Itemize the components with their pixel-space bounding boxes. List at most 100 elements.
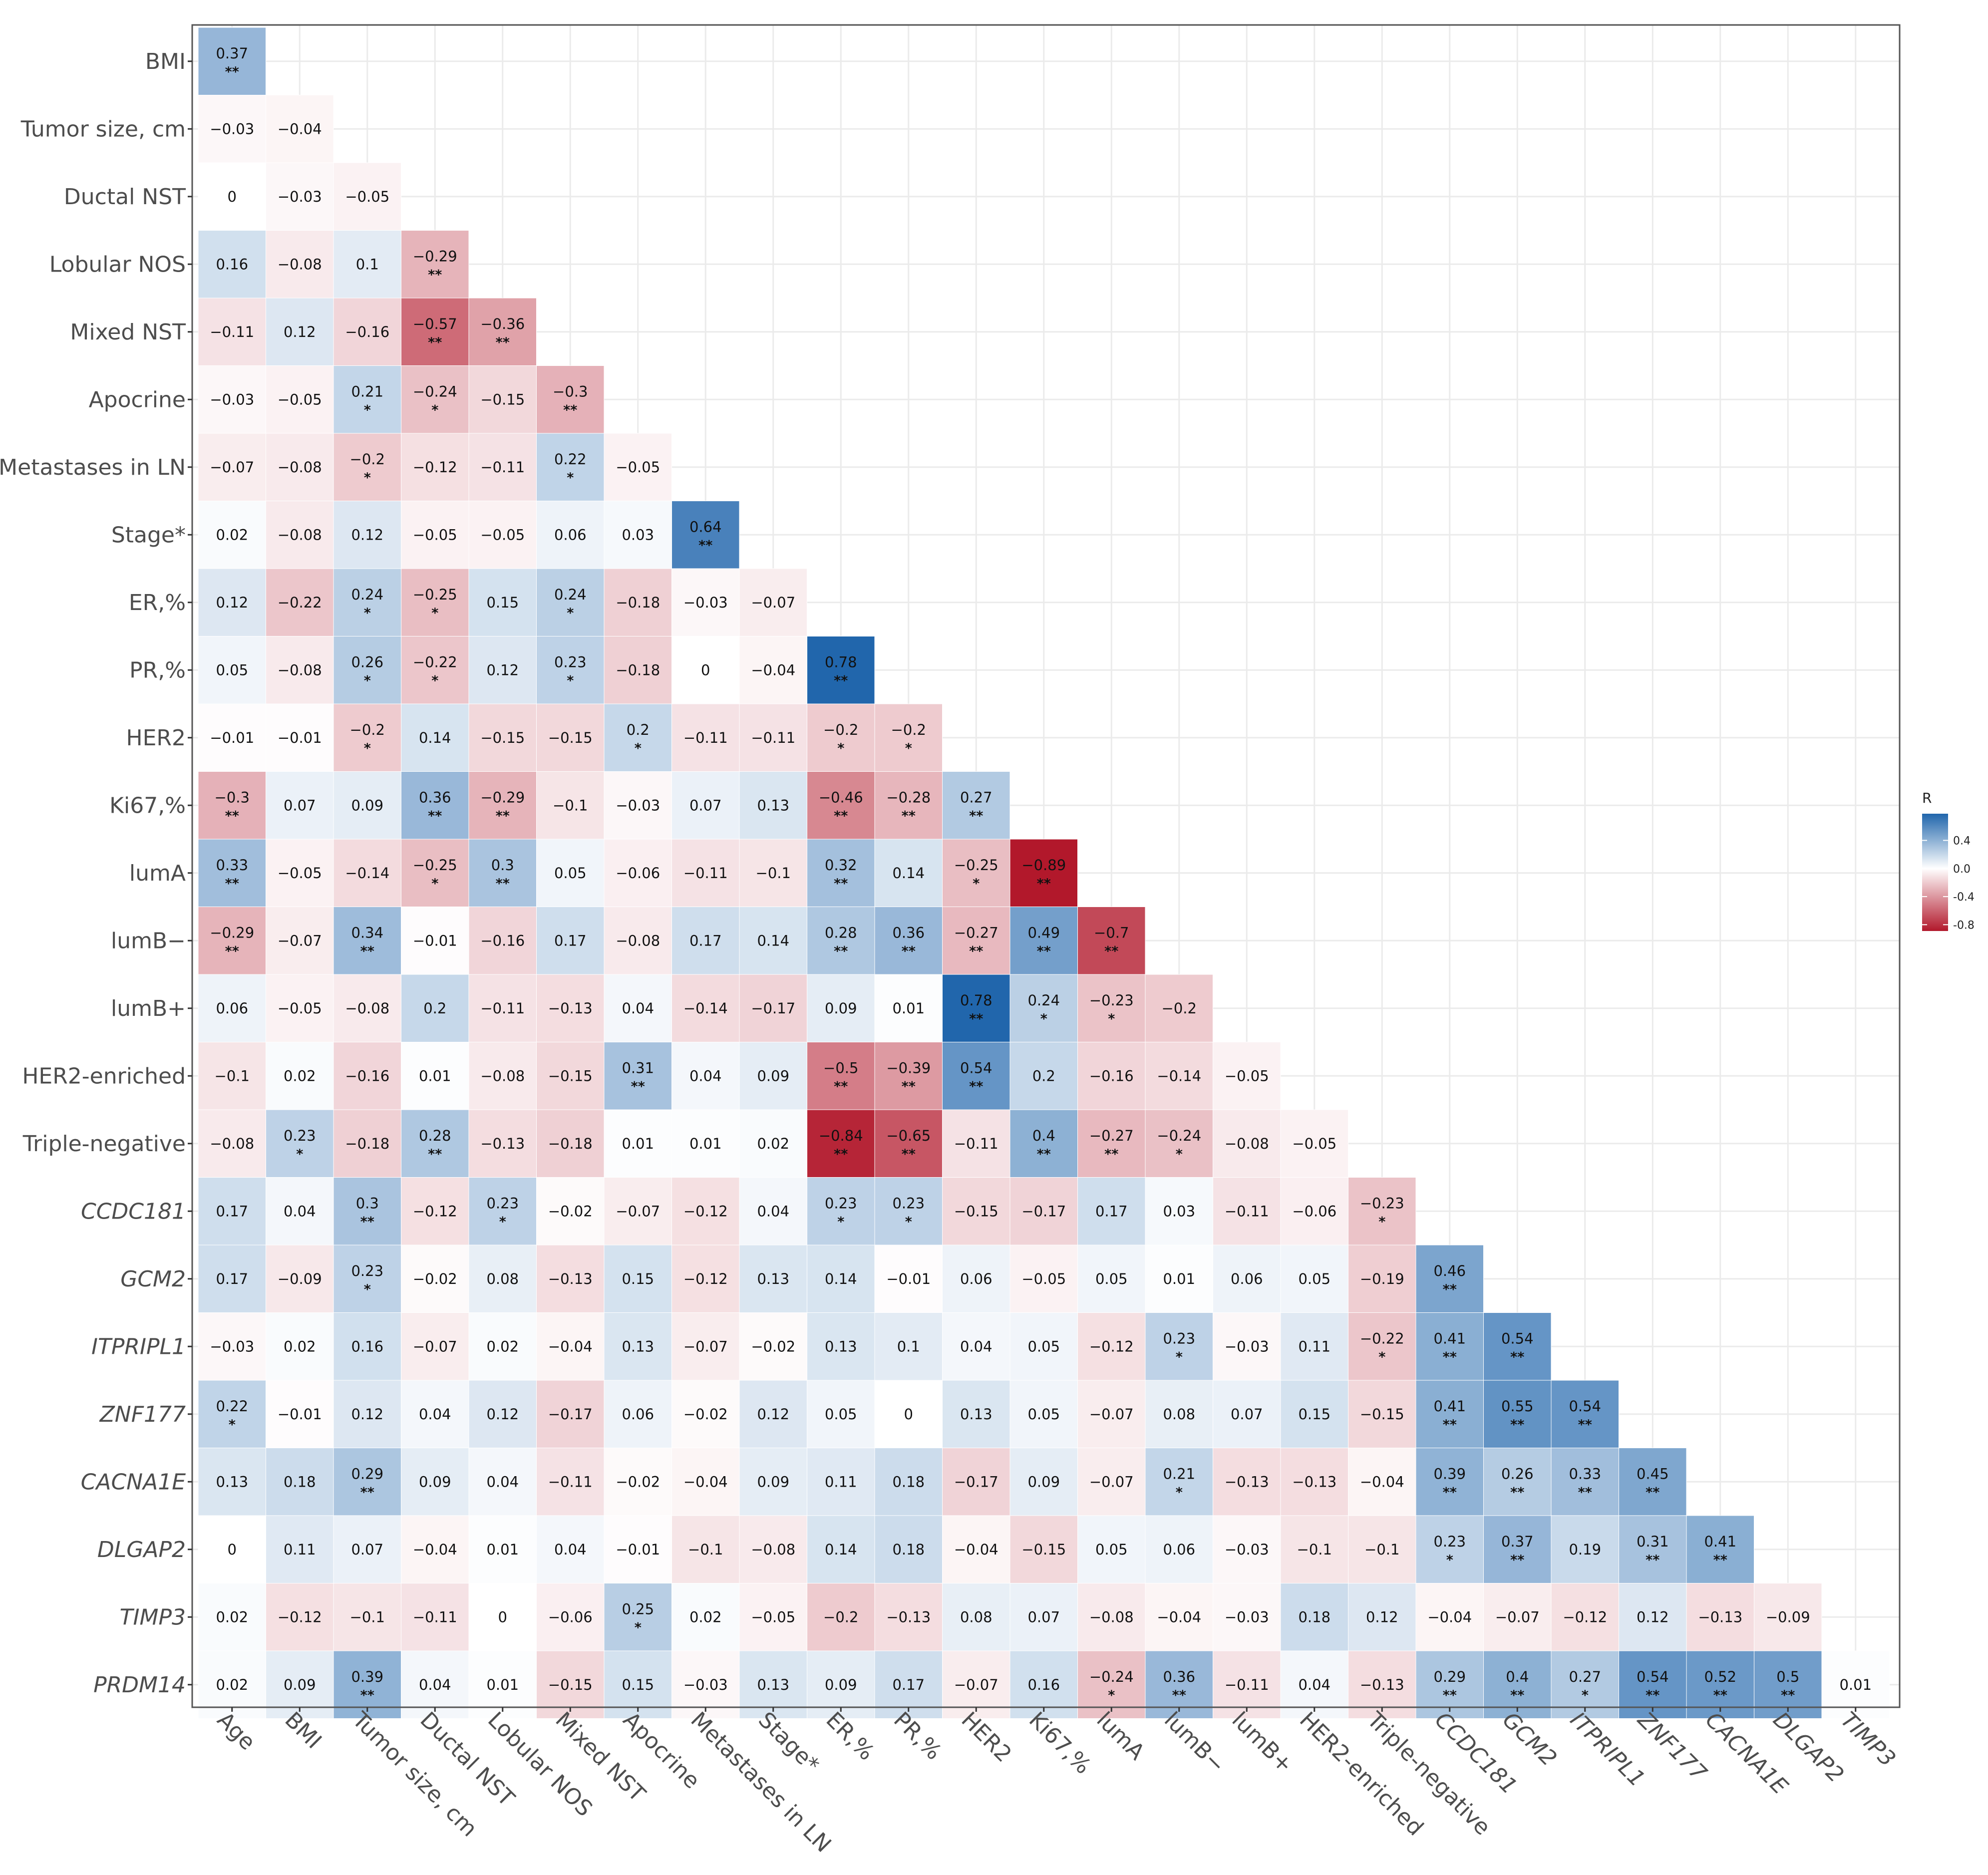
heatmap-cell: 0.03 [1145, 1177, 1213, 1246]
heatmap-cell: −0.27 ** [1077, 1109, 1146, 1178]
cell-fill [468, 703, 537, 772]
cell-fill [333, 636, 401, 704]
heatmap-cell: 0.07 [266, 771, 334, 840]
cell-value: −0.03 [1225, 1608, 1269, 1625]
cell-value: −0.04 [1360, 1473, 1404, 1490]
cell-value: −0.08 [1225, 1135, 1269, 1152]
cell-fill [266, 907, 334, 975]
cell-significance: ** [428, 1147, 442, 1162]
heatmap-cell: 0.09 [807, 974, 875, 1042]
cell-fill [942, 1042, 1010, 1110]
cell-value: 0.02 [284, 1338, 316, 1355]
cell-fill [333, 162, 401, 231]
cell-fill [1077, 1380, 1146, 1448]
heatmap-cell: −0.03 [1213, 1312, 1281, 1381]
cell-fill [1009, 1380, 1078, 1448]
cell-fill [401, 1515, 469, 1583]
heatmap-cell: −0.13 [536, 974, 605, 1042]
heatmap-cell: −0.04 [266, 95, 334, 163]
heatmap-cell: −0.13 [468, 1109, 537, 1178]
cell-significance: ** [1510, 1553, 1524, 1568]
heatmap-cell: 0.05 [1280, 1245, 1348, 1313]
cell-fill [536, 1245, 605, 1313]
cell-value: −0.01 [278, 729, 322, 746]
heatmap-cell: 0.18 [1280, 1583, 1348, 1651]
heatmap-cell: 0.23 * [807, 1177, 875, 1246]
cell-value: 0.18 [1298, 1608, 1330, 1625]
cell-fill [333, 1312, 401, 1381]
cell-fill [1213, 1177, 1281, 1246]
cell-fill [671, 1515, 740, 1583]
cell-value: −0.13 [548, 1000, 593, 1017]
cell-value: −0.07 [1089, 1473, 1134, 1490]
cell-value: −0.03 [683, 1676, 728, 1693]
cell-value: −0.11 [683, 865, 728, 882]
heatmap-cell: 0.14 [739, 907, 807, 975]
cell-value: −0.5 [823, 1059, 858, 1076]
heatmap-cell: 0.17 [1077, 1177, 1146, 1246]
cell-value: 0.12 [351, 1406, 383, 1423]
cell-fill [874, 1515, 943, 1583]
cell-fill [401, 1312, 469, 1381]
cell-fill [807, 1583, 875, 1651]
cell-value: −0.05 [278, 865, 322, 882]
heatmap-cell: 0.11 [1280, 1312, 1348, 1381]
heatmap-cell: 0.13 [604, 1312, 672, 1381]
cell-fill [333, 1380, 401, 1448]
row-label-triple-negative: Triple-negative [22, 1131, 186, 1157]
cell-fill [266, 636, 334, 704]
cell-value: −0.04 [1427, 1608, 1472, 1625]
cell-significance: * [364, 741, 371, 756]
cell-value: 0.03 [1163, 1203, 1195, 1220]
cell-fill [942, 1312, 1010, 1381]
cell-value: −0.15 [480, 729, 525, 746]
cell-significance: ** [1646, 1553, 1659, 1568]
cell-value: −0.08 [751, 1541, 795, 1558]
cell-value: −0.11 [751, 729, 795, 746]
cell-value: 0.3 [491, 857, 514, 874]
heatmap-cell: −0.05 [1280, 1109, 1348, 1178]
heatmap-cell: 0.23 * [266, 1109, 334, 1178]
cell-value: 0.17 [216, 1203, 248, 1220]
heatmap-cell: −0.04 [671, 1448, 740, 1516]
cell-fill [942, 907, 1010, 975]
cell-value: 0.04 [1298, 1676, 1330, 1693]
cell-fill [333, 703, 401, 772]
cell-value: −0.08 [480, 1067, 525, 1084]
cell-significance: ** [1172, 1688, 1186, 1703]
heatmap-cell: 0.3 ** [468, 839, 537, 907]
heatmap-cell: −0.08 [333, 974, 401, 1042]
cell-value: 0.24 [351, 586, 383, 603]
cell-fill [874, 1245, 943, 1313]
cell-fill [671, 1583, 740, 1651]
cell-significance: ** [1037, 943, 1051, 959]
cell-fill [1009, 907, 1078, 975]
cell-value: 0.05 [1095, 1541, 1128, 1558]
cell-value: 0.27 [960, 789, 993, 806]
cell-value: 0.37 [1501, 1533, 1534, 1550]
cell-fill [1483, 1312, 1552, 1381]
cell-significance: ** [902, 943, 916, 959]
legend-tick-label: 0.0 [1953, 863, 1971, 876]
cell-value: 0.01 [689, 1135, 722, 1152]
heatmap-cell: 0.16 [333, 1312, 401, 1381]
heatmap-cell: 0.41 ** [1686, 1515, 1754, 1583]
heatmap-cell: −0.08 [604, 907, 672, 975]
heatmap-cell: −0.07 [671, 1312, 740, 1381]
heatmap-cell: −0.22 * [1348, 1312, 1416, 1381]
cell-fill [874, 1312, 943, 1381]
cell-value: −0.05 [345, 188, 389, 205]
heatmap-cell: 0.05 [536, 839, 605, 907]
cell-fill [198, 1312, 266, 1381]
heatmap-cell: −0.17 [1009, 1177, 1078, 1246]
heatmap-cell: −0.03 [1213, 1515, 1281, 1583]
cell-value: 0.29 [1433, 1668, 1466, 1685]
cell-significance: ** [1646, 1688, 1659, 1703]
cell-fill [536, 1583, 605, 1651]
heatmap-cell: 0.08 [942, 1583, 1010, 1651]
heatmap-cell: −0.06 [604, 839, 672, 907]
cell-fill [266, 298, 334, 366]
heatmap-cell: 0.12 [1348, 1583, 1416, 1651]
heatmap-cell: −0.16 [333, 1042, 401, 1110]
cell-value: 0.02 [216, 526, 248, 543]
